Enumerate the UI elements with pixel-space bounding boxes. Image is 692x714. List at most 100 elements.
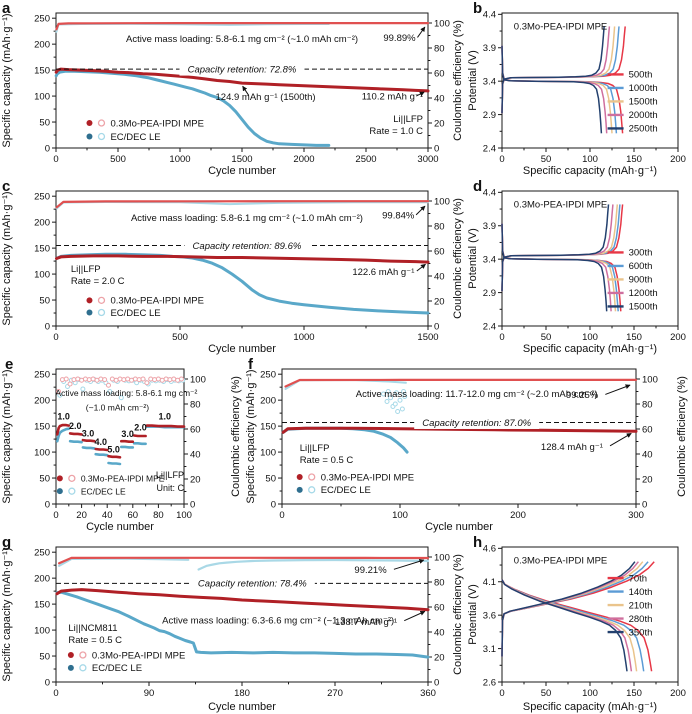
panel-title: 0.3Mo-PEA-IPDI MPE (514, 200, 607, 211)
legend-label: 600th (629, 261, 653, 272)
y-right-tick: 100 (434, 18, 450, 29)
annotation-text: Li||NCM811 (68, 623, 117, 634)
y-left-tick: 2.9 (483, 288, 496, 299)
x-tick: 3000 (417, 154, 438, 165)
callout-arrow (415, 91, 425, 97)
annotation-text: Li||LFP (300, 443, 330, 454)
x-axis-title: Cycle number (208, 165, 276, 177)
annotation-text: Li||LFP (71, 264, 101, 275)
y-left-tick: 4.6 (483, 544, 496, 555)
annotation-text: Active mass loading: 5.8-6.1 mg cm⁻² (55, 388, 197, 398)
y-left-tick: 200 (260, 395, 276, 406)
y-right-title: Coulombic efficiency (%) (452, 20, 464, 141)
annotation-text: Active mass loading: 11.7-12.0 mg cm⁻² (… (356, 389, 598, 400)
x-tick: 2500 (355, 154, 376, 165)
annotation-text: Rate = 1.0 C (369, 126, 423, 137)
x-tick: 300 (628, 510, 644, 521)
x-tick: 0 (499, 688, 504, 699)
legend-label: 0.3Mo-PEA-IPDI MPE (92, 650, 185, 661)
y-left-tick: 3.4 (483, 254, 496, 265)
annotation-text: Li||LFP (393, 114, 423, 125)
y-right-tick: 80 (642, 399, 653, 410)
annotation-text: (~1.0 mAh cm⁻²) (86, 403, 149, 413)
legend-label: EC/DEC LE (110, 308, 160, 319)
x-tick: 500 (172, 332, 188, 343)
y-right-tick: 100 (190, 374, 206, 385)
y-right-tick: 40 (434, 627, 445, 638)
panel-b-chart: b 0 50 100 150 200 2.4 2.9 3.4 3.9 4.4 Specific cap… (467, 0, 686, 177)
x-axis-title: Specific capacity (mAh·g⁻¹) (523, 701, 657, 713)
ce-mpe-line (55, 200, 430, 209)
panel-title: 0.3Mo-PEA-IPDI MPE (514, 556, 607, 567)
legend-open-marker (97, 132, 106, 141)
y-right-tick: 80 (190, 399, 201, 410)
y-left-tick: 250 (260, 369, 276, 380)
callout-arrow (393, 558, 425, 570)
y-left-tick: 200 (34, 217, 50, 228)
y-left-tick: 2.4 (483, 321, 496, 332)
legend-label: 0.3Mo-PEA-IPDI MPE (81, 474, 165, 484)
rate-capacity-le-line (56, 425, 186, 466)
x-tick: 150 (626, 332, 642, 343)
1500th-discharge-curve (501, 223, 608, 312)
legend-label: EC/DEC LE (92, 663, 142, 674)
y-right-tick: 100 (434, 196, 450, 207)
legend-label: 1500th (629, 97, 658, 108)
x-tick: 0 (279, 510, 284, 521)
panel-c-lfp-2c-cycling: c 0 500 1000 1500 0 50 100 150 200 250 0 20 40 60 80 100… (0, 178, 468, 356)
y-left-tick: 0 (45, 143, 50, 154)
legend-open-marker (68, 474, 76, 482)
x-tick: 0 (53, 332, 58, 343)
x-tick: 0 (53, 154, 58, 165)
panel-h-ncm-voltage-profiles: h 0 50 100 150 200 2.6 3.1 3.6 4.1 4.6 Specific cap… (467, 534, 692, 714)
capacity-mpe-line (54, 67, 430, 93)
y-right-tick: 80 (434, 577, 445, 588)
1000th-discharge-curve (501, 45, 618, 134)
x-tick: 270 (327, 688, 343, 699)
ce-mpe-scatter-point (136, 377, 142, 383)
legend-label: 500th (629, 70, 653, 81)
legend-label: 280th (629, 614, 653, 625)
ce-mpe-scatter-point (140, 376, 146, 382)
y-right-tick: 60 (434, 68, 445, 79)
y-left-title: Specific capacity (mAh·g⁻¹) (1, 547, 13, 681)
y-left-tick: 50 (39, 117, 50, 128)
y-left-tick: 200 (34, 39, 50, 50)
x-axis-title: Cycle number (208, 343, 276, 355)
legend-label: 350th (629, 627, 653, 638)
ce-mpe-scatter-point (82, 376, 88, 382)
legend-label: 0.3Mo-PEA-IPDI MPE (110, 118, 203, 129)
y-right-title: Coulombic efficiency (%) (676, 376, 688, 497)
legend-label: EC/DEC LE (321, 485, 371, 496)
legend-filled-marker (86, 309, 93, 316)
x-tick: 1000 (293, 332, 314, 343)
y-right-tick: 60 (190, 424, 201, 435)
retention-label: Capacity retention: 87.0% (422, 418, 531, 429)
panel-g-chart: g0 90 180 270 360050100150200250020406080100… (1, 534, 464, 713)
2000th-charge-curve (501, 26, 611, 114)
y-right-title: Coulombic efficiency (%) (230, 376, 242, 497)
y-left-tick: 100 (34, 625, 50, 636)
legend-label: 0.3Mo-PEA-IPDI MPE (321, 472, 414, 483)
y-right-tick: 40 (434, 93, 445, 104)
x-tick: 1000 (169, 154, 190, 165)
y-left-tick: 3.9 (483, 43, 496, 54)
ce-le-line (55, 201, 429, 210)
y-left-tick: 4.1 (483, 577, 496, 588)
x-tick: 100 (582, 332, 598, 343)
annotation-text: Active mass loading: 5.8-6.1 mg cm⁻² (~1… (131, 213, 363, 224)
y-left-tick: 150 (34, 243, 50, 254)
panel-d-lfp-voltage-profiles: d 0 50 100 150 200 2.4 2.9 3.4 3.9 4.4 Specific cap… (467, 178, 692, 356)
y-right-tick: 0 (434, 143, 439, 154)
y-left-tick: 100 (260, 447, 276, 458)
y-right-title: Coulombic efficiency (%) (452, 198, 464, 319)
annotation-text: 99.25% (566, 390, 599, 401)
annotation-text: 99.84% (382, 211, 415, 222)
ce-mpe-line (58, 556, 430, 565)
ce-mpe-scatter-point (98, 376, 104, 382)
2500th-charge-curve (501, 26, 605, 114)
annotation-text: 4.0 (95, 437, 108, 447)
legend-label: 0.3Mo-PEA-IPDI MPE (110, 296, 203, 307)
1200th-discharge-curve (501, 223, 612, 312)
ce-mpe-line (284, 378, 638, 388)
